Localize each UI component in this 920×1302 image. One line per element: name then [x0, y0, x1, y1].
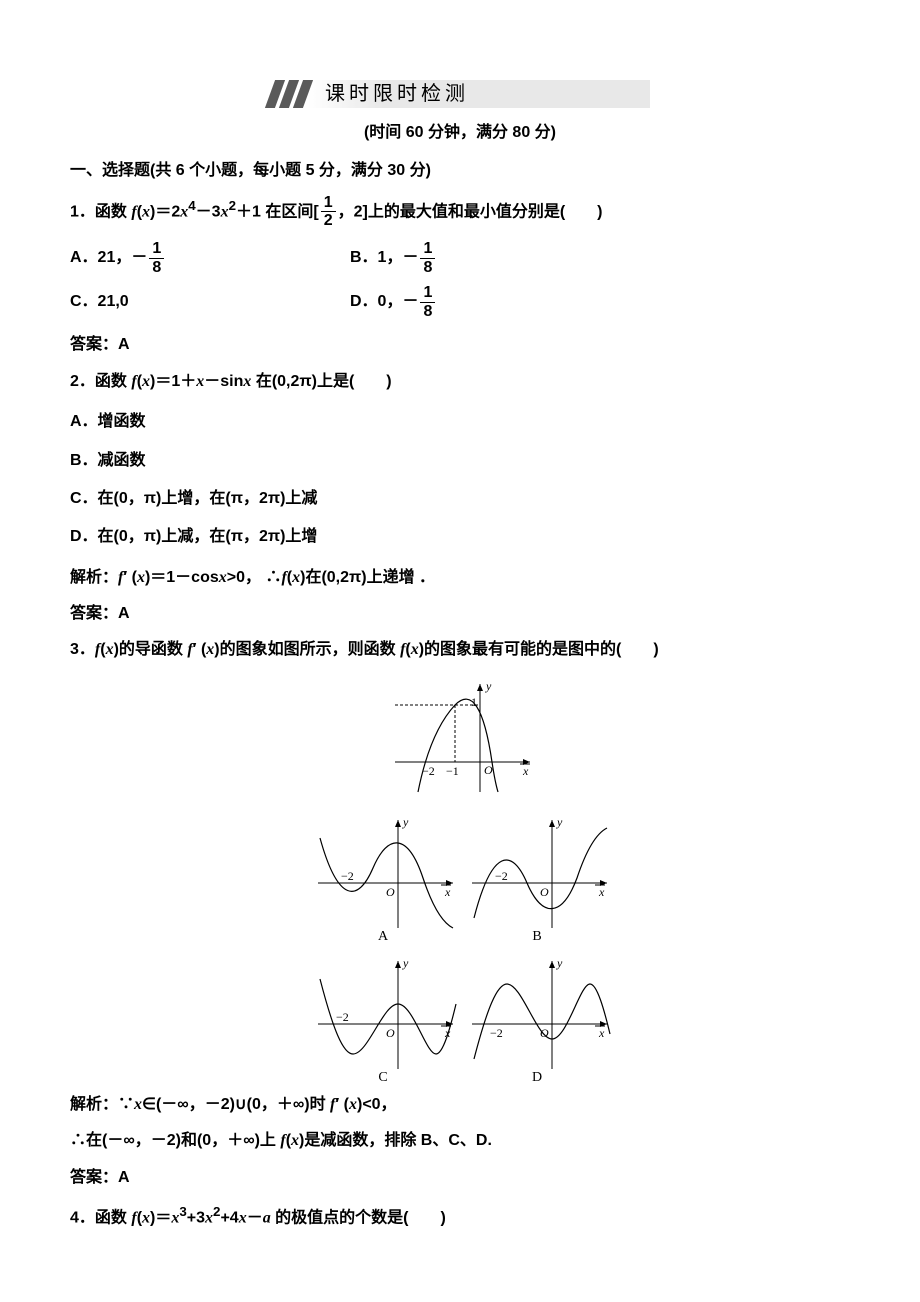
q2-stem: 2．函数 f(x)＝1＋x－sinx 在(0,2π)上是( ) — [70, 367, 850, 397]
option-a-graph: −2 O x y A — [308, 808, 458, 943]
q3-stem: 3．f(x)的导函数 f′ (x)的图象如图所示，则函数 f(x)的图象最有可能… — [70, 635, 850, 665]
svg-text:O: O — [386, 1026, 395, 1040]
q2-answer: 答案：A — [70, 599, 850, 629]
q1-answer: 答案：A — [70, 330, 850, 360]
q3-solution-1: 解析：∵x∈(－∞，－2)∪(0，＋∞)时 f′ (x)<0， — [70, 1090, 850, 1120]
option-b-graph: −2 O x y B — [462, 808, 612, 943]
option-d-graph: −2 O x y D — [462, 949, 612, 1084]
header-bars — [270, 80, 310, 108]
option-c-graph: −2 O x y C — [308, 949, 458, 1084]
q3-solution-2: ∴在(－∞，－2)和(0，＋∞)上 f(x)是减函数，排除 B、C、D. — [70, 1126, 850, 1156]
svg-text:x: x — [598, 885, 605, 899]
svg-text:x: x — [444, 1026, 451, 1040]
q2-opt-a: A．增函数 — [70, 407, 850, 437]
q2-options: A．增函数 B．减函数 C．在(0，π)上增，在(π，2π)上减 D．在(0，π… — [70, 403, 850, 557]
svg-text:x: x — [522, 764, 529, 778]
timing-line: (时间 60 分钟，满分 80 分) — [70, 118, 850, 148]
q1-opt-b: B．1，－18 — [350, 240, 630, 276]
svg-text:A: A — [378, 929, 389, 943]
q1-stem: 1．函数 f(x)＝2x4－3x2＋1 在区间[12，2]上的最大值和最小值分别… — [70, 193, 850, 230]
q2-opt-b: B．减函数 — [70, 446, 850, 476]
q1-opt-c: C．21,0 — [70, 284, 350, 320]
svg-text:−2: −2 — [341, 869, 354, 883]
svg-text:y: y — [402, 956, 409, 970]
q2-opt-d: D．在(0，π)上减，在(π，2π)上增 — [70, 522, 850, 552]
derivative-graph: 1 −2 −1 O x y — [380, 672, 540, 802]
q2-solution: 解析：f′ (x)＝1－cosx>0， ∴f(x)在(0,2π)上递增 ． — [70, 563, 850, 593]
q3-option-figures-row2: −2 O x y C −2 O x y D — [70, 949, 850, 1084]
q4-stem: 4．函数 f(x)＝x3+3x2+4x－a 的极值点的个数是( ) — [70, 1199, 850, 1234]
q1-opt-d: D．0，－18 — [350, 284, 630, 320]
svg-text:y: y — [402, 815, 409, 829]
svg-text:x: x — [444, 885, 451, 899]
svg-text:y: y — [556, 956, 563, 970]
svg-text:O: O — [386, 885, 395, 899]
svg-text:−2: −2 — [495, 869, 508, 883]
svg-text:B: B — [532, 929, 541, 943]
svg-text:−2: −2 — [490, 1026, 503, 1040]
svg-text:y: y — [556, 815, 563, 829]
q1-options: A．21，－18 B．1，－18 C．21,0 D．0，－18 — [70, 236, 850, 324]
svg-text:−1: −1 — [446, 764, 459, 778]
svg-text:y: y — [485, 679, 492, 693]
svg-text:C: C — [378, 1070, 387, 1084]
q3-main-figure: 1 −2 −1 O x y — [70, 672, 850, 802]
svg-text:−2: −2 — [422, 764, 435, 778]
svg-text:O: O — [484, 763, 493, 777]
svg-text:O: O — [540, 885, 549, 899]
svg-text:x: x — [598, 1026, 605, 1040]
svg-text:O: O — [540, 1026, 549, 1040]
header-title: 课时限时检测 — [325, 80, 469, 108]
header-banner: 课时限时检测 — [270, 80, 650, 108]
svg-text:−2: −2 — [336, 1010, 349, 1024]
q1-opt-a: A．21，－18 — [70, 240, 350, 276]
q3-answer: 答案：A — [70, 1163, 850, 1193]
section-heading: 一、选择题(共 6 个小题，每小题 5 分，满分 30 分) — [70, 156, 850, 186]
svg-text:D: D — [532, 1070, 542, 1084]
svg-text:1: 1 — [471, 695, 477, 709]
q2-opt-c: C．在(0，π)上增，在(π，2π)上减 — [70, 484, 850, 514]
q3-option-figures-row1: −2 O x y A −2 O x y B — [70, 808, 850, 943]
